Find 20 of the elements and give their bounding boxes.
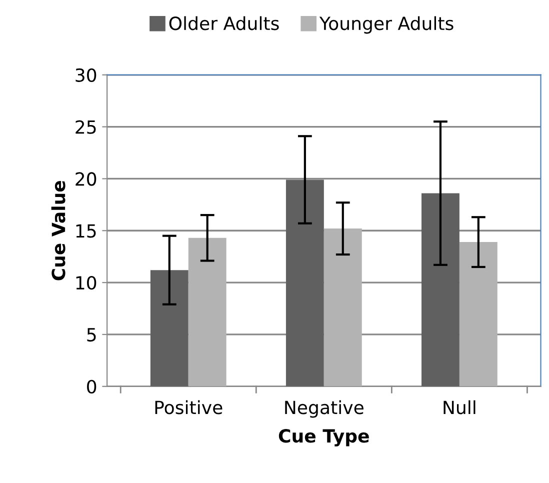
y-tick-label: 15	[76, 224, 96, 238]
y-tick-label: 0	[87, 380, 96, 394]
x-tick-label: Positive	[155, 400, 222, 414]
y-tick-label: 5	[87, 328, 96, 342]
bar	[421, 193, 460, 386]
x-tick-label: Negative	[285, 400, 364, 418]
y-tick-label: 30	[76, 68, 96, 82]
bar	[324, 228, 362, 386]
legend-label: Older Adults	[169, 16, 279, 30]
bar	[188, 238, 226, 386]
y-axis-title: Cue Value	[51, 180, 66, 280]
x-tick-label: Null	[444, 400, 476, 414]
bar	[286, 180, 324, 386]
y-tick-label: 10	[76, 276, 96, 290]
bar	[150, 270, 188, 386]
bar	[459, 242, 498, 386]
x-axis-title: Cue Type	[278, 429, 369, 446]
legend-label: Younger Adults	[319, 16, 454, 34]
y-tick-label: 20	[76, 172, 96, 186]
y-tick-label: 25	[76, 120, 96, 134]
